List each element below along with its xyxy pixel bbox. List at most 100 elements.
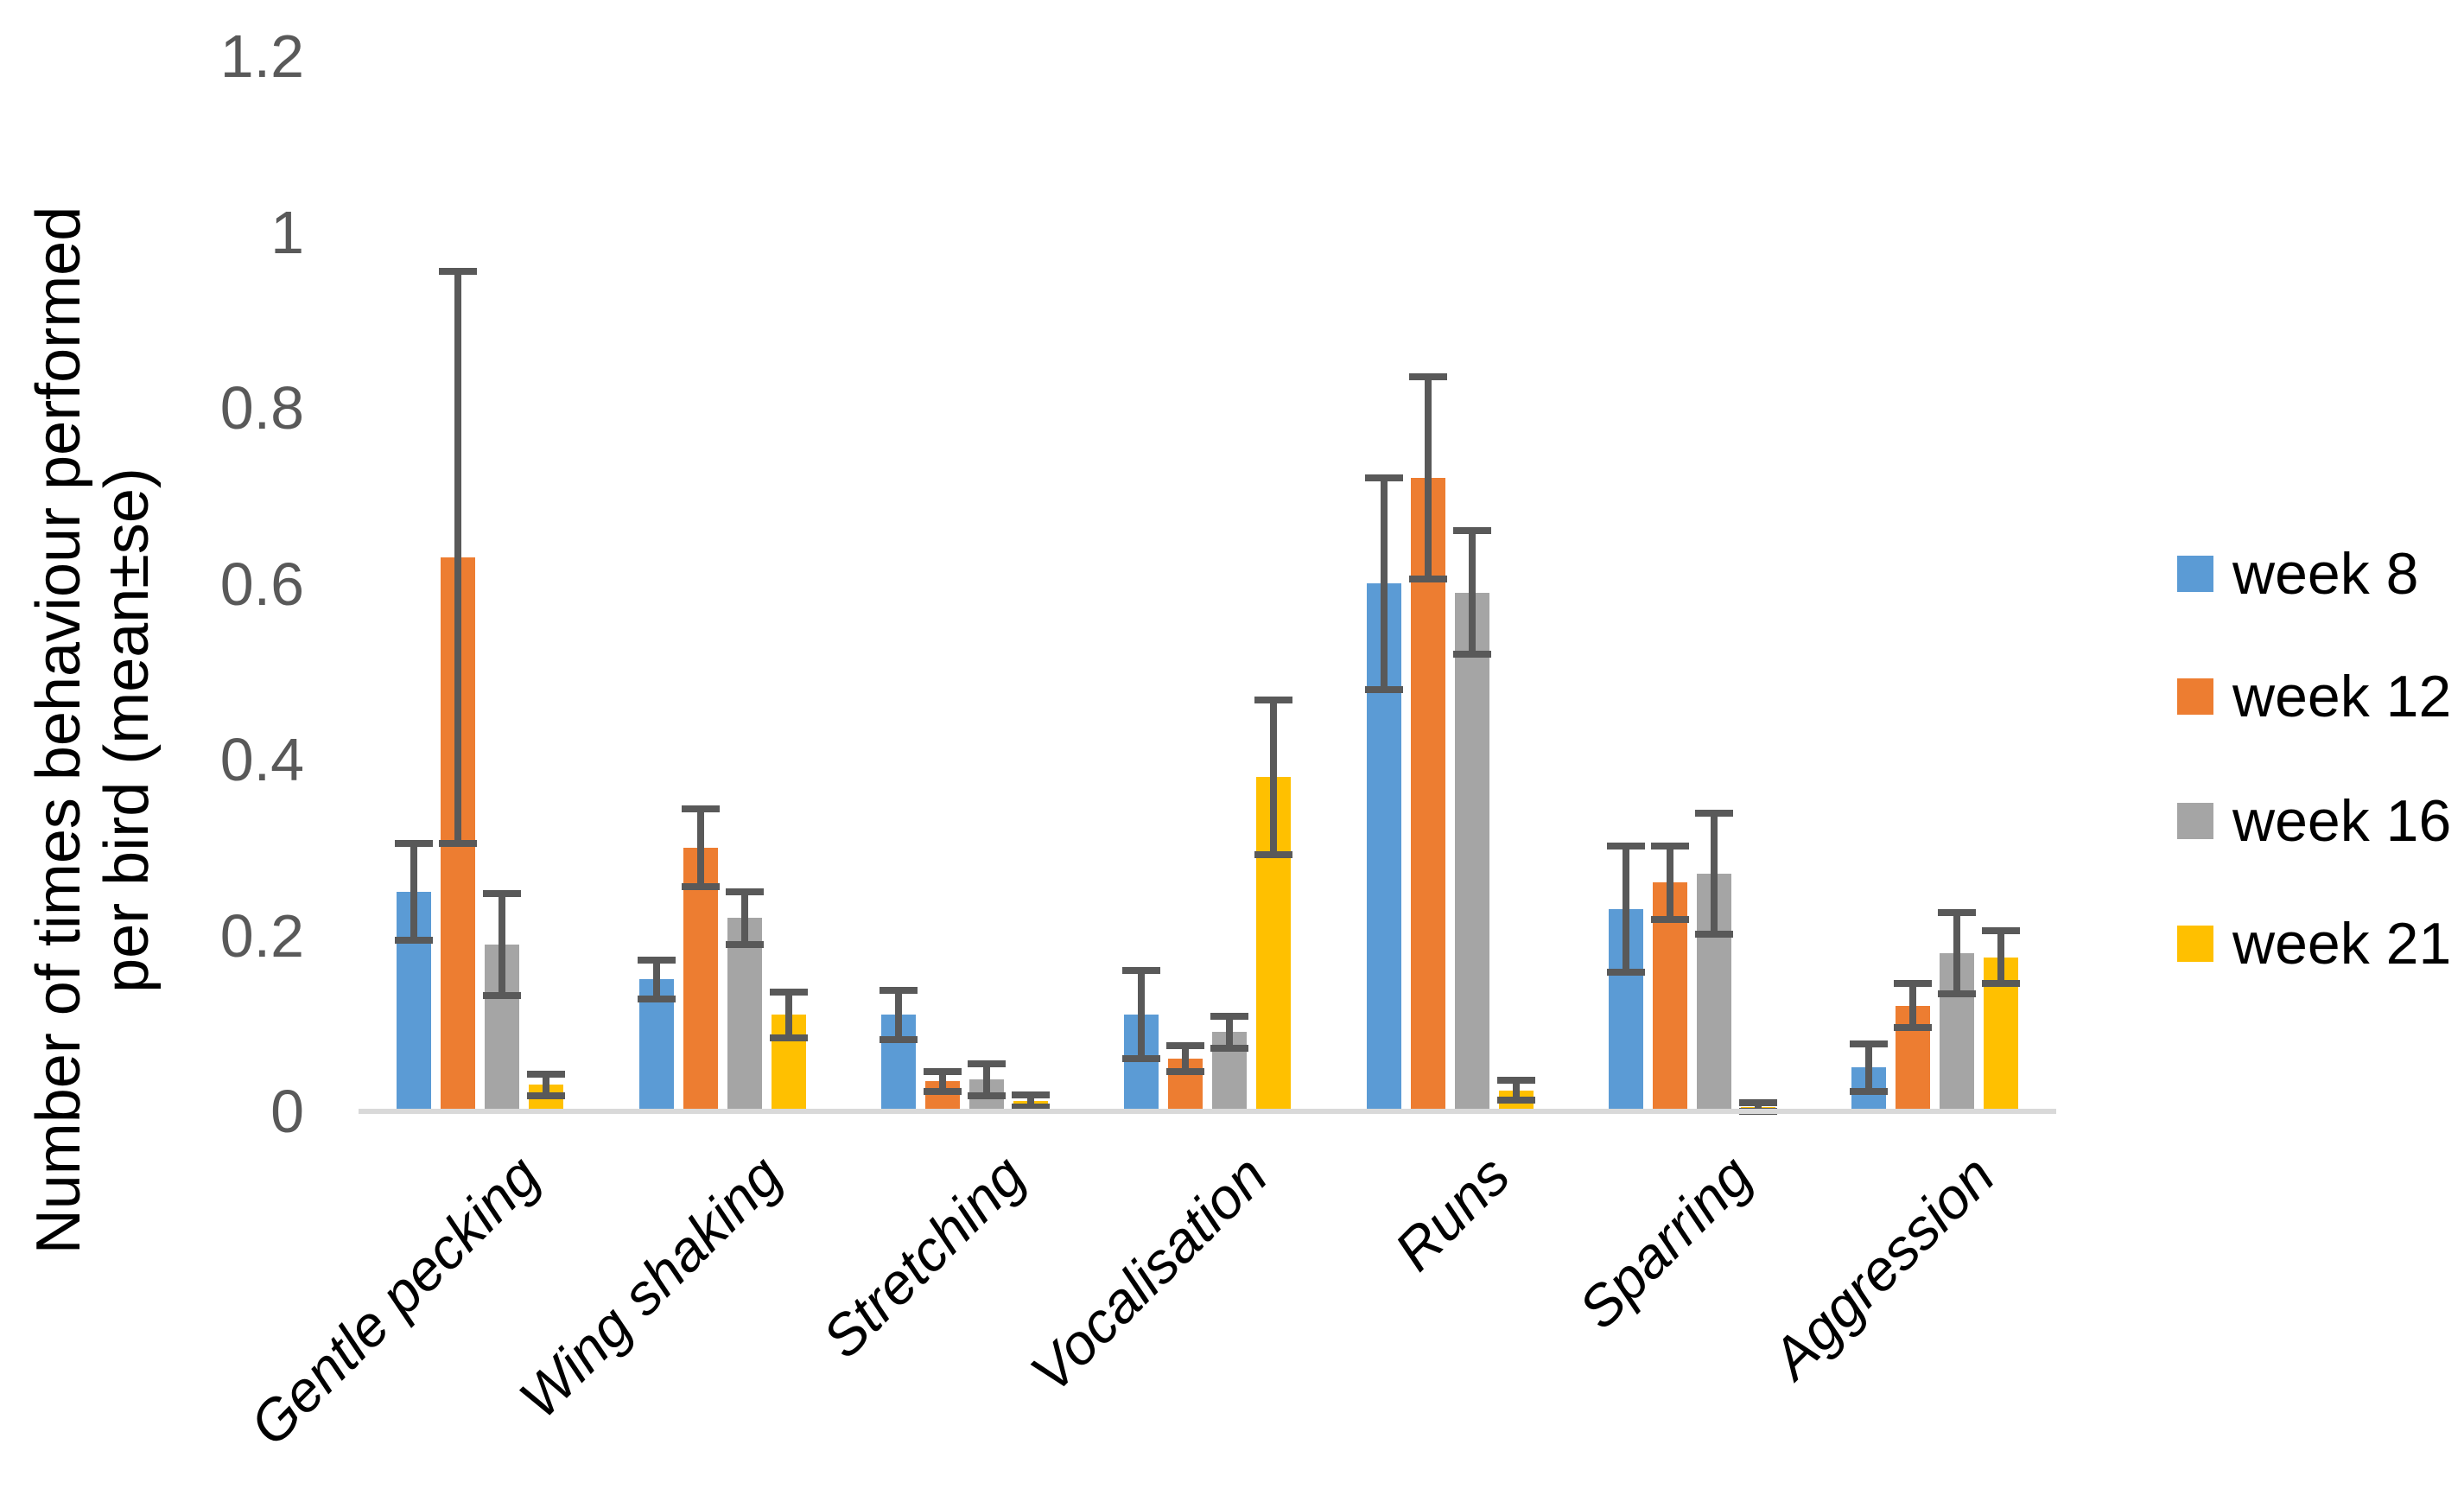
error-bar-cap-top — [637, 956, 676, 964]
error-bar-line — [1270, 699, 1277, 855]
error-bar-cap-bottom — [1122, 1054, 1160, 1062]
legend-label: week 16 — [2232, 788, 2452, 854]
error-bar-cap-top — [725, 888, 764, 895]
error-bar-line — [696, 808, 704, 887]
error-bar-line — [1755, 1102, 1762, 1111]
error-bar-cap-top — [1739, 1098, 1778, 1106]
y-tick-label: 1 — [270, 198, 304, 266]
error-bar-line — [1953, 913, 1961, 994]
error-bar-line — [1138, 970, 1145, 1059]
error-bar-line — [542, 1074, 549, 1096]
y-tick-label: 0 — [270, 1078, 304, 1145]
error-bar-cap-top — [1364, 474, 1403, 482]
error-bar-line — [1909, 983, 1917, 1028]
error-bar-line — [740, 891, 748, 945]
error-bar-line — [1380, 478, 1388, 690]
error-bar-cap-top — [1166, 1041, 1204, 1049]
error-bar-line — [983, 1064, 991, 1096]
error-bar-cap-bottom — [438, 839, 477, 847]
error-bar-cap-top — [968, 1060, 1007, 1068]
error-bar-cap-top — [1122, 967, 1160, 975]
x-axis-label: Aggression — [1759, 1142, 2007, 1390]
error-bar-cap-top — [880, 986, 918, 994]
error-bar-cap-top — [1496, 1077, 1535, 1085]
x-axis-label: Sparring — [1566, 1142, 1764, 1341]
legend-swatch — [2177, 926, 2213, 962]
error-bar-cap-bottom — [968, 1091, 1007, 1099]
error-bar-cap-top — [1452, 527, 1491, 535]
y-tick-label: 0.6 — [219, 550, 304, 618]
error-bar-cap-top — [1651, 842, 1690, 849]
error-bar-line — [410, 843, 417, 940]
error-bar-line — [1997, 931, 2005, 984]
bar-week12-4 — [1410, 478, 1445, 1111]
error-bar-cap-top — [1012, 1091, 1051, 1098]
error-bar-cap-bottom — [1254, 850, 1292, 858]
error-bar-line — [1027, 1094, 1035, 1107]
error-bar-cap-bottom — [1651, 916, 1690, 924]
error-bar-line — [1182, 1045, 1189, 1072]
error-bar-cap-top — [1254, 696, 1292, 703]
error-bar-cap-top — [438, 268, 477, 276]
error-bar-line — [652, 959, 660, 999]
error-bar-cap-top — [1894, 980, 1933, 988]
legend-swatch — [2177, 556, 2213, 592]
error-bar-cap-bottom — [526, 1091, 565, 1099]
error-bar-cap-bottom — [769, 1034, 808, 1041]
error-bar-line — [895, 989, 903, 1040]
error-bar-cap-top — [769, 988, 808, 996]
error-bar-line — [1711, 813, 1718, 935]
error-bar-cap-top — [1982, 927, 2021, 935]
legend-label: week 12 — [2232, 664, 2452, 729]
error-bar-cap-top — [1408, 373, 1447, 381]
error-bar-cap-bottom — [394, 936, 433, 944]
bar-week16-1 — [727, 918, 762, 1111]
error-bar-cap-top — [924, 1068, 962, 1076]
y-tick-label: 0.8 — [219, 374, 304, 442]
error-bar-line — [1468, 531, 1476, 654]
error-bar-cap-bottom — [1364, 685, 1403, 693]
error-bar-cap-bottom — [482, 991, 521, 999]
error-bar-cap-top — [482, 889, 521, 897]
error-bar-cap-bottom — [637, 995, 676, 1002]
legend-swatch — [2177, 803, 2213, 839]
x-axis-label: Gentle pecking — [237, 1142, 552, 1458]
bar-week12-1 — [683, 848, 718, 1111]
error-bar-cap-bottom — [1607, 969, 1646, 977]
error-bar-cap-bottom — [1166, 1068, 1204, 1076]
error-bar-cap-bottom — [1452, 650, 1491, 658]
error-bar-cap-bottom — [1894, 1024, 1933, 1032]
error-bar-line — [454, 271, 461, 843]
legend-label: week 21 — [2232, 911, 2452, 977]
error-bar-cap-bottom — [1496, 1096, 1535, 1104]
error-bar-cap-bottom — [1982, 980, 2021, 988]
y-axis-title-line1: Number of times behaviour performed — [23, 206, 93, 1255]
y-tick-label: 1.2 — [219, 22, 304, 90]
error-bar-cap-top — [1938, 909, 1977, 917]
x-axis-label: Runs — [1381, 1142, 1522, 1282]
error-bar-cap-bottom — [1012, 1103, 1051, 1110]
error-bar-line — [1623, 845, 1630, 973]
error-bar-line — [939, 1072, 947, 1091]
x-axis-label: Stretching — [810, 1142, 1037, 1371]
error-bar-cap-top — [1607, 842, 1646, 849]
error-bar-line — [1512, 1080, 1520, 1100]
bar-week16-4 — [1454, 593, 1489, 1111]
y-tick-label: 0.2 — [219, 901, 304, 970]
error-bar-cap-top — [526, 1071, 565, 1079]
error-bar-cap-bottom — [1938, 989, 1977, 997]
x-axis-line — [359, 1109, 2056, 1114]
error-bar-cap-top — [681, 805, 720, 812]
y-tick-label: 0.4 — [219, 726, 304, 793]
x-axis-label: Vocalisation — [1018, 1142, 1280, 1404]
error-bar-cap-bottom — [1695, 931, 1734, 939]
error-bar-cap-bottom — [924, 1087, 962, 1095]
error-bar-cap-top — [1210, 1013, 1248, 1021]
error-bar-cap-bottom — [1850, 1087, 1889, 1095]
error-bar-line — [1667, 845, 1674, 920]
x-axis-label: Wing shaking — [507, 1142, 795, 1430]
error-bar-line — [1424, 377, 1432, 580]
error-bar-cap-bottom — [725, 940, 764, 948]
legend-label: week 8 — [2232, 541, 2419, 607]
